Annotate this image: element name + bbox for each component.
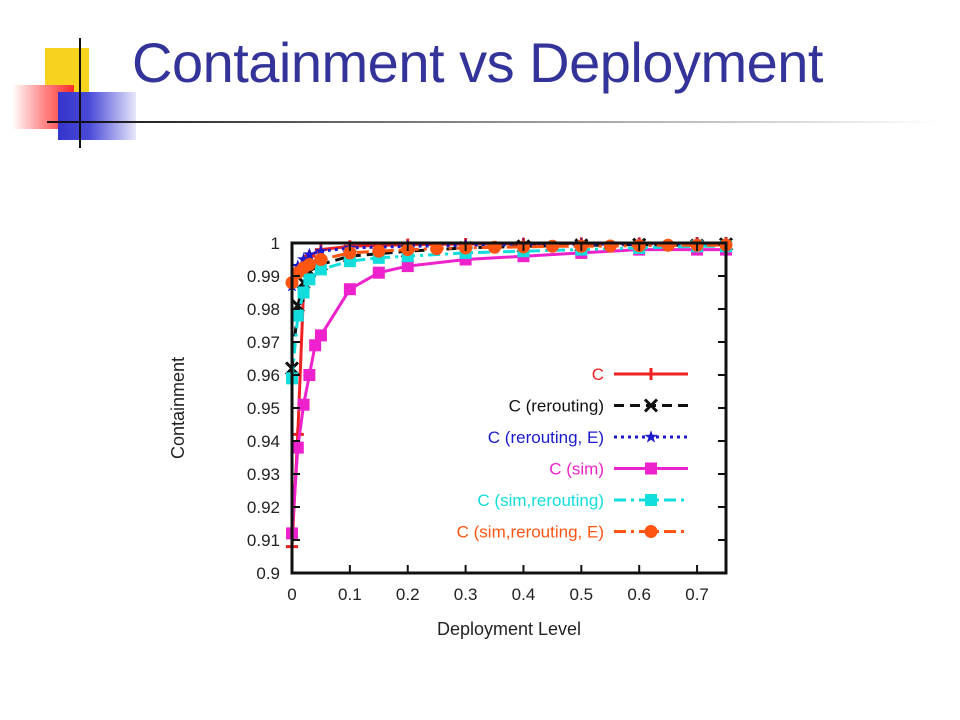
y-tick-label: 1 [271,234,280,253]
data-point [430,242,444,256]
y-axis-title: Containment [168,357,188,459]
y-tick-label: 0.97 [247,333,280,352]
data-point [297,286,310,299]
data-point [291,309,304,322]
logo-yellow-square [45,48,89,92]
legend-marker [645,462,657,475]
x-tick-label: 0.4 [512,585,536,604]
x-axis-title: Deployment Level [437,619,581,639]
legend-label: C (sim) [549,460,604,479]
data-point [401,260,414,273]
legend-entry: C (rerouting, E) [488,428,688,447]
data-point [302,257,316,271]
legend-entry: C (sim,rerouting) [477,491,688,510]
chart-background [150,220,750,660]
data-point [309,339,322,352]
data-point [303,369,316,381]
slide-title: Containment vs Deployment [132,31,823,94]
slide-logo-decoration [0,0,140,160]
data-point [314,329,327,342]
data-point [302,247,316,261]
data-point [603,239,617,253]
legend-label: C (sim,rerouting, E) [457,523,604,542]
tick-labels-layer: 0 0.1 0.2 0.3 0.4 0.5 0.6 0.7 0.9 0.91 0.92 0.93 0.9… [247,234,709,604]
x-tick-label: 0.1 [338,585,362,604]
data-point [343,283,356,296]
legend-marker [645,494,657,506]
legend-entry: C (sim,rerouting, E) [457,523,688,542]
x-tick-label: 0.3 [454,585,478,604]
legend-entry: C [592,365,688,384]
x-tick-label: 0.5 [570,585,594,604]
legend-marker [644,525,658,538]
x-tick-label: 0.6 [627,585,651,604]
title-underline-rule [80,121,940,123]
data-point [343,246,357,260]
legend-entry: C (sim) [549,460,688,479]
logo-vertical-line [79,38,81,148]
y-tick-label: 0.96 [247,366,280,385]
data-point [314,263,327,276]
data-point [372,244,386,258]
y-tick-label: 0.9 [256,564,280,583]
legend-label: C (rerouting, E) [488,428,604,447]
x-tick-label: 0.7 [685,585,709,604]
logo-blue-square [58,92,136,140]
y-tick-label: 0.99 [247,267,280,286]
data-point [314,244,328,257]
containment-chart: 0 0.1 0.2 0.3 0.4 0.5 0.6 0.7 0.9 0.91 0.92 0.93 0.9… [150,220,750,660]
y-tick-label: 0.94 [247,432,280,451]
legend-marker [645,368,657,380]
data-point [303,273,316,286]
legend-label: C (rerouting) [509,397,604,416]
x-tick-label: 0.2 [396,585,420,604]
series-line [290,244,726,379]
data-point [661,238,675,252]
legend-label: C [592,365,604,384]
chart-legend: C C (rerouting) C (rerouting, E) C (sim) C (… [457,365,688,542]
legend-marker [644,430,658,443]
y-tick-label: 0.92 [247,498,280,517]
legend-marker [643,398,659,413]
y-tick-label: 0.98 [247,300,280,319]
y-tick-label: 0.95 [247,399,280,418]
data-point [314,253,328,266]
legend-label: C (sim,rerouting) [477,491,604,510]
tick-marks-layer [291,242,726,574]
data-point [291,441,304,454]
y-tick-label: 0.93 [247,465,280,484]
data-point [297,398,310,411]
data-point [372,266,385,279]
legend-entry: C (rerouting) [509,397,688,416]
y-tick-label: 0.91 [247,531,280,550]
x-tick-label: 0 [287,585,296,604]
data-point [297,252,311,266]
